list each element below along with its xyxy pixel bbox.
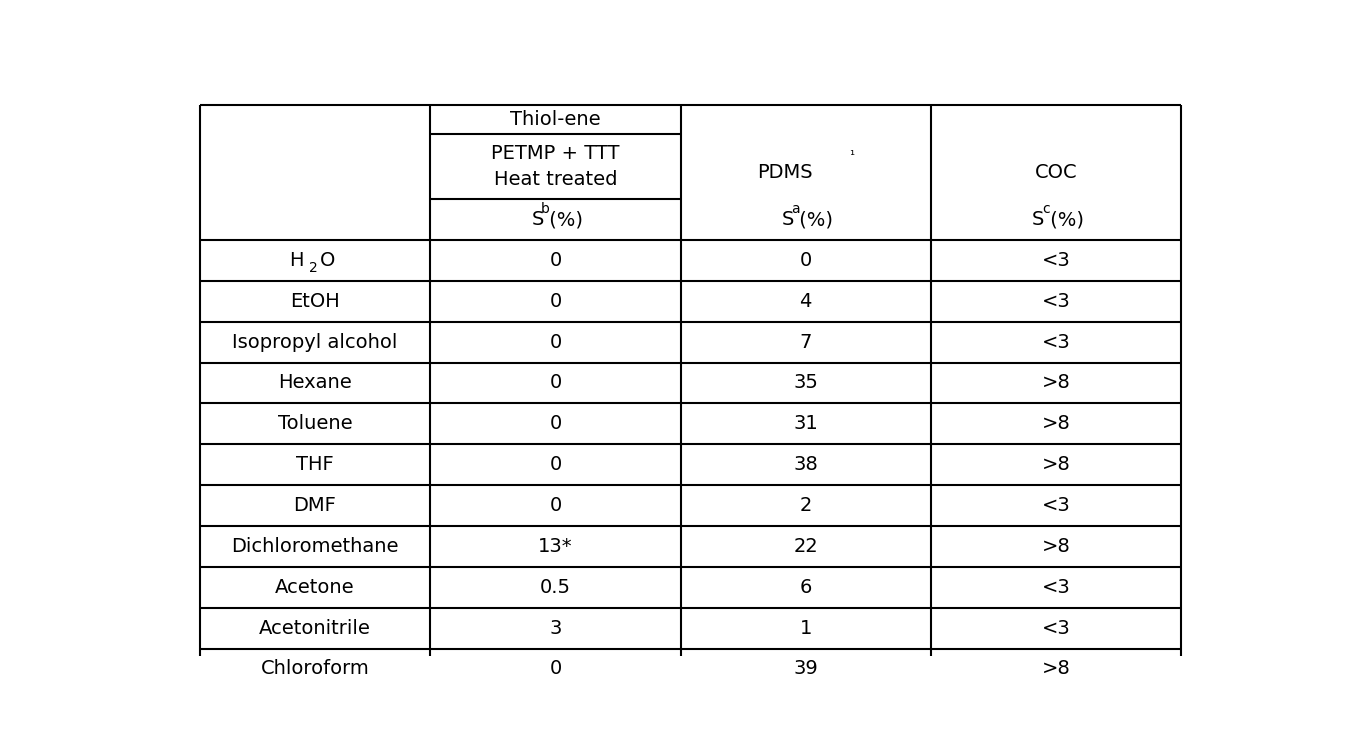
Text: <3: <3 — [1041, 618, 1071, 638]
Text: >8: >8 — [1041, 660, 1071, 679]
Text: 0: 0 — [550, 292, 562, 311]
Text: c: c — [1043, 203, 1049, 217]
Text: 0: 0 — [550, 374, 562, 393]
Text: 0: 0 — [550, 251, 562, 270]
Text: S: S — [532, 210, 544, 229]
Text: 0: 0 — [800, 251, 812, 270]
Text: COC: COC — [1034, 163, 1078, 182]
Text: (%): (%) — [1044, 210, 1084, 229]
Text: PETMP + TTT
Heat treated: PETMP + TTT Heat treated — [492, 144, 620, 189]
Text: 0: 0 — [550, 496, 562, 515]
Text: Thiol-ene: Thiol-ene — [511, 110, 601, 129]
Text: 39: 39 — [793, 660, 818, 679]
Text: Dichloromethane: Dichloromethane — [232, 537, 399, 556]
Text: <3: <3 — [1041, 332, 1071, 352]
Text: ¹: ¹ — [850, 150, 854, 162]
Text: 2: 2 — [308, 262, 318, 276]
Text: <3: <3 — [1041, 292, 1071, 311]
Text: 0: 0 — [550, 332, 562, 352]
Text: Toluene: Toluene — [277, 414, 353, 433]
Text: EtOH: EtOH — [290, 292, 339, 311]
Text: >8: >8 — [1041, 374, 1071, 393]
Text: O: O — [319, 251, 335, 270]
Text: Acetonitrile: Acetonitrile — [259, 618, 370, 638]
Text: Chloroform: Chloroform — [260, 660, 369, 679]
Text: 2: 2 — [800, 496, 812, 515]
Text: 0: 0 — [550, 455, 562, 474]
Text: 7: 7 — [800, 332, 812, 352]
Text: <3: <3 — [1041, 578, 1071, 597]
Text: 3: 3 — [550, 618, 562, 638]
Text: PDMS: PDMS — [757, 163, 812, 182]
Text: 4: 4 — [800, 292, 812, 311]
Text: 31: 31 — [793, 414, 818, 433]
Text: H: H — [290, 251, 303, 270]
Text: 6: 6 — [800, 578, 812, 597]
Text: Isopropyl alcohol: Isopropyl alcohol — [232, 332, 397, 352]
Text: 1: 1 — [800, 618, 812, 638]
Text: >8: >8 — [1041, 455, 1071, 474]
Text: Acetone: Acetone — [275, 578, 354, 597]
Text: (%): (%) — [793, 210, 834, 229]
Text: 13*: 13* — [537, 537, 572, 556]
Text: <3: <3 — [1041, 496, 1071, 515]
Text: THF: THF — [296, 455, 334, 474]
Text: b: b — [541, 203, 550, 217]
Text: S: S — [781, 210, 795, 229]
Text: 22: 22 — [793, 537, 818, 556]
Text: 0: 0 — [550, 660, 562, 679]
Text: >8: >8 — [1041, 414, 1071, 433]
Text: 0.5: 0.5 — [540, 578, 571, 597]
Text: <3: <3 — [1041, 251, 1071, 270]
Text: Hexane: Hexane — [277, 374, 352, 393]
Text: 0: 0 — [550, 414, 562, 433]
Text: 35: 35 — [793, 374, 818, 393]
Text: (%): (%) — [543, 210, 583, 229]
Text: a: a — [792, 203, 800, 217]
Text: DMF: DMF — [294, 496, 337, 515]
Text: 38: 38 — [793, 455, 818, 474]
Text: >8: >8 — [1041, 537, 1071, 556]
Text: S: S — [1032, 210, 1044, 229]
